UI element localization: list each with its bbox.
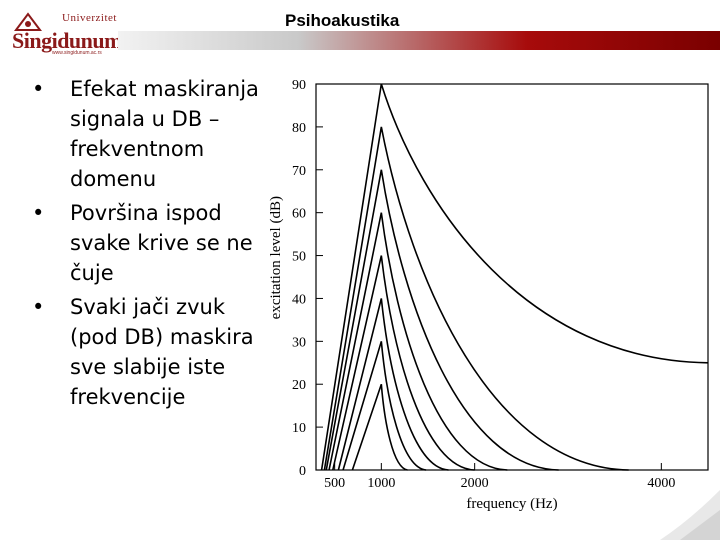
y-tick-label: 10 [292,421,306,436]
bullet-text: Efekat maskiranja signala u DB – frekven… [70,77,259,191]
header-gradient-bar [118,31,720,50]
logo-emblem-icon [14,12,42,31]
x-tick-label: 2000 [461,476,489,491]
y-tick-label: 90 [292,78,306,93]
masking-curve [342,341,427,471]
y-tick-label: 70 [292,164,306,179]
y-tick-label: 20 [292,378,306,393]
x-axis-label: frequency (Hz) [466,496,557,512]
bullet-item: • Površina ispod svake krive se ne čuje [26,198,276,288]
y-tick-label: 40 [292,292,306,307]
bullet-icon: • [32,295,45,319]
logo-url-text: www.singidunum.ac.rs [52,50,102,56]
y-axis-label: excitation level (dB) [268,196,284,319]
bullet-item: • Efekat maskiranja signala u DB – frekve… [26,74,276,194]
bullet-icon: • [32,201,45,225]
bullet-text: Svaki jači zvuk (pod DB) maskira sve sla… [70,295,254,409]
masking-curves [320,83,709,471]
y-axis-ticks: 0 10 20 30 40 50 60 70 80 90 [292,78,323,479]
masking-curve [325,169,559,471]
bullet-item: • Svaki jači zvuk (pod DB) maskira sve sl… [26,292,276,412]
y-tick-label: 50 [292,250,306,265]
y-tick-label: 60 [292,207,306,222]
bullet-icon: • [32,77,45,101]
masking-curve [320,83,709,471]
x-tick-label: 4000 [647,476,675,491]
masking-chart: 0 10 20 30 40 50 60 70 80 90 500 1000 2000 4000 exci… [268,78,709,512]
masking-curve [351,383,408,471]
x-tick-label: 500 [324,476,345,491]
plot-frame [315,83,709,471]
masking-curve [337,298,449,471]
masking-curve [328,212,508,471]
bullet-text: Površina ispod svake krive se ne čuje [70,201,253,285]
y-tick-label: 30 [292,335,306,350]
logo-name-text: Singidunum [12,28,122,53]
corner-decoration [660,490,720,540]
y-tick-label: 0 [299,464,306,479]
university-logo: Univerzitet Singidunum www.singidunum.ac… [8,12,122,56]
slide-title: Psihoakustika [285,11,400,30]
logo-university-text: Univerzitet [62,12,117,24]
bullet-list: • Efekat maskiranja signala u DB – frekve… [26,74,276,416]
masking-curve [323,126,629,471]
x-axis-ticks: 500 1000 2000 4000 [324,463,675,491]
x-tick-label: 1000 [367,476,395,491]
masking-curve [332,255,475,471]
y-tick-label: 80 [292,121,306,136]
